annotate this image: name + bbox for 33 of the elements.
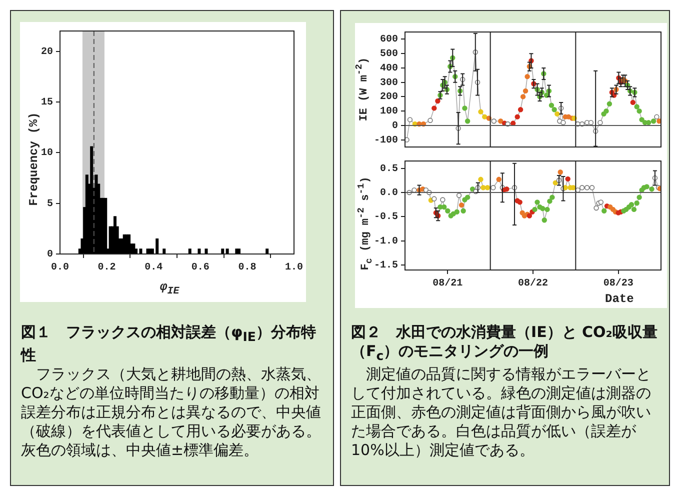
chart-title: 図１ フラックスの相対誤差（φ$_{IE}$）分布特性 [21,323,316,364]
y-tick-label: 500 [380,49,398,60]
y-tick-label: 0.0 [380,188,398,200]
y-tick-label: -1.5 [374,260,398,272]
y-tick-label: 600 [380,34,398,46]
y-tick-label: 0 [392,120,398,132]
x-tick-label: 0.2 [98,262,116,274]
x-tick-label: 0.4 [144,262,163,274]
x-tick-label: 0.6 [191,262,210,274]
y-tick-label: 10 [40,148,53,160]
y-tick-label: 100 [380,106,398,118]
y-tick-label: 400 [380,63,398,74]
y-tick-label: 5 [46,198,53,210]
x-tick-label: 0.8 [238,262,256,274]
y-tick-label: 200 [380,92,398,104]
x-tick-label: 08/22 [518,278,548,290]
y-tick-label: -0.5 [374,212,398,224]
y-tick-label: -100 [374,135,398,146]
y-tick-label: 20 [40,46,53,58]
y-tick-label: -1.0 [374,236,398,248]
y-tick-label: 15 [40,97,53,108]
x-axis-title: Date [605,292,634,306]
text: フラックス（大気と耕地間の熱、水蒸気、CO₂などの単位時間当たりの移動量）の相対誤差分布は正規分布とは異なるので、中央値（破線）を代表値として用いる必要がある。灰色の領域は、中央値±標準偏差。 [21,365,322,460]
y-tick-label: 0 [46,250,53,261]
y-axis-title: Frequency (%) [27,111,41,208]
text: 図２ 水田での水消費量（IE）と CO₂吸収量（F$_{c}$）のモニタリングの一例 [351,323,658,365]
x-axis-title: φ$_{IE}$ [160,280,180,298]
y-tick-label: 300 [380,78,398,89]
x-tick-label: 08/21 [432,278,463,290]
text: 測定値の品質に関する情報がエラーバーとして付加されている。緑色の測定値は測器の正面側、赤色の測定値は背面側から風が吹いた場合である。白色は品質が低い（誤差が 10%以上）測定値である。 [351,365,652,460]
x-tick-label: 1.0 [284,262,304,274]
y-tick-label: 0.5 [380,164,398,175]
x-tick-label: 08/23 [603,278,634,290]
